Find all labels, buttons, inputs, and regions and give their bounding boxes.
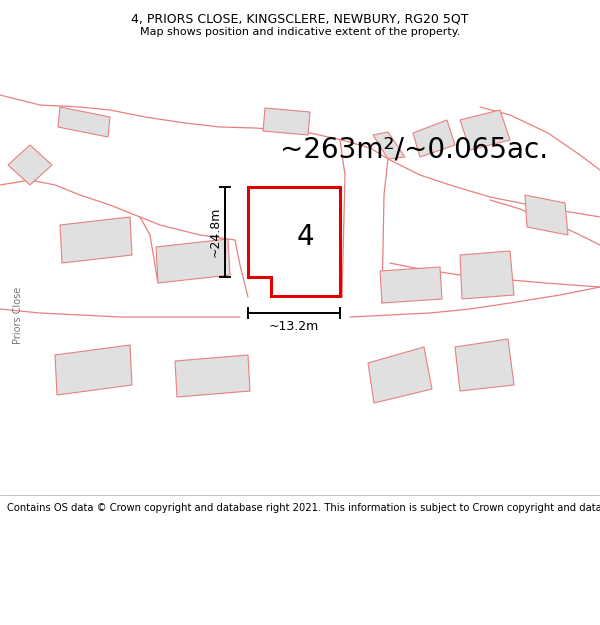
Polygon shape	[380, 267, 442, 303]
Polygon shape	[460, 251, 514, 299]
Polygon shape	[413, 120, 455, 157]
Polygon shape	[263, 108, 310, 135]
Polygon shape	[248, 187, 340, 296]
Text: Priors Close: Priors Close	[13, 286, 23, 344]
Polygon shape	[55, 345, 132, 395]
Polygon shape	[60, 217, 132, 263]
Text: ~24.8m: ~24.8m	[209, 207, 221, 258]
Polygon shape	[58, 107, 110, 137]
Polygon shape	[455, 339, 514, 391]
Polygon shape	[156, 239, 230, 283]
Text: 4: 4	[296, 223, 314, 251]
Text: ~263m²/~0.065ac.: ~263m²/~0.065ac.	[280, 136, 548, 164]
Polygon shape	[460, 110, 510, 150]
Text: ~13.2m: ~13.2m	[269, 321, 319, 334]
Polygon shape	[175, 355, 250, 397]
Text: 4, PRIORS CLOSE, KINGSCLERE, NEWBURY, RG20 5QT: 4, PRIORS CLOSE, KINGSCLERE, NEWBURY, RG…	[131, 12, 469, 25]
Polygon shape	[373, 132, 405, 159]
Text: Map shows position and indicative extent of the property.: Map shows position and indicative extent…	[140, 27, 460, 37]
Polygon shape	[8, 145, 52, 185]
Text: Contains OS data © Crown copyright and database right 2021. This information is : Contains OS data © Crown copyright and d…	[7, 503, 600, 513]
Polygon shape	[368, 347, 432, 403]
Polygon shape	[525, 195, 568, 235]
